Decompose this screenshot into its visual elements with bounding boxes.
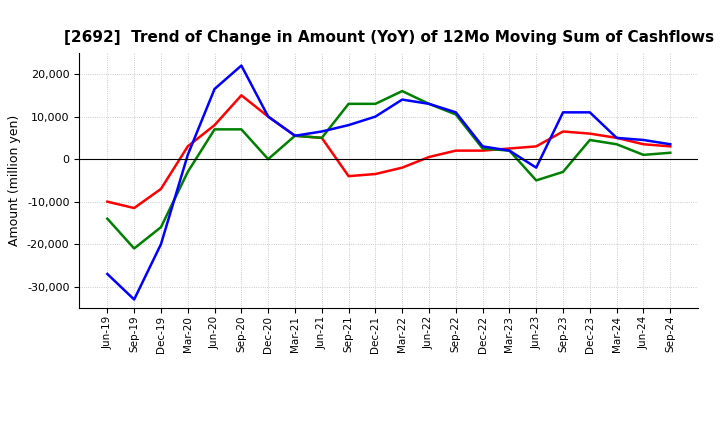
- Operating Cashflow: [666, 144, 675, 149]
- Investing Cashflow: [103, 216, 112, 221]
- Operating Cashflow: [210, 122, 219, 128]
- Operating Cashflow: [585, 131, 594, 136]
- Investing Cashflow: [666, 150, 675, 155]
- Investing Cashflow: [237, 127, 246, 132]
- Free Cashflow: [666, 142, 675, 147]
- Free Cashflow: [318, 129, 326, 134]
- Free Cashflow: [103, 271, 112, 277]
- Operating Cashflow: [639, 142, 648, 147]
- Free Cashflow: [532, 165, 541, 170]
- Investing Cashflow: [559, 169, 567, 175]
- Free Cashflow: [210, 86, 219, 92]
- Free Cashflow: [398, 97, 407, 102]
- Free Cashflow: [559, 110, 567, 115]
- Free Cashflow: [505, 148, 514, 153]
- Operating Cashflow: [264, 114, 272, 119]
- Operating Cashflow: [612, 135, 621, 140]
- Line: Free Cashflow: Free Cashflow: [107, 66, 670, 300]
- Free Cashflow: [371, 114, 379, 119]
- Free Cashflow: [237, 63, 246, 68]
- Investing Cashflow: [425, 101, 433, 106]
- Operating Cashflow: [344, 173, 353, 179]
- Investing Cashflow: [210, 127, 219, 132]
- Operating Cashflow: [505, 146, 514, 151]
- Free Cashflow: [612, 135, 621, 140]
- Investing Cashflow: [344, 101, 353, 106]
- Operating Cashflow: [130, 205, 138, 211]
- Line: Investing Cashflow: Investing Cashflow: [107, 91, 670, 249]
- Free Cashflow: [344, 122, 353, 128]
- Title: [2692]  Trend of Change in Amount (YoY) of 12Mo Moving Sum of Cashflows: [2692] Trend of Change in Amount (YoY) o…: [64, 29, 714, 45]
- Investing Cashflow: [451, 112, 460, 117]
- Investing Cashflow: [318, 135, 326, 140]
- Investing Cashflow: [532, 178, 541, 183]
- Operating Cashflow: [318, 135, 326, 140]
- Investing Cashflow: [585, 137, 594, 143]
- Operating Cashflow: [532, 144, 541, 149]
- Operating Cashflow: [398, 165, 407, 170]
- Operating Cashflow: [559, 129, 567, 134]
- Free Cashflow: [264, 114, 272, 119]
- Free Cashflow: [585, 110, 594, 115]
- Free Cashflow: [425, 101, 433, 106]
- Operating Cashflow: [237, 93, 246, 98]
- Investing Cashflow: [505, 148, 514, 153]
- Operating Cashflow: [157, 186, 166, 191]
- Operating Cashflow: [291, 133, 300, 139]
- Free Cashflow: [291, 133, 300, 139]
- Investing Cashflow: [264, 157, 272, 162]
- Free Cashflow: [184, 152, 192, 158]
- Operating Cashflow: [103, 199, 112, 204]
- Investing Cashflow: [478, 146, 487, 151]
- Line: Operating Cashflow: Operating Cashflow: [107, 95, 670, 208]
- Investing Cashflow: [371, 101, 379, 106]
- Investing Cashflow: [130, 246, 138, 251]
- Investing Cashflow: [612, 142, 621, 147]
- Free Cashflow: [451, 110, 460, 115]
- Operating Cashflow: [478, 148, 487, 153]
- Operating Cashflow: [371, 171, 379, 176]
- Free Cashflow: [478, 144, 487, 149]
- Y-axis label: Amount (million yen): Amount (million yen): [9, 115, 22, 246]
- Operating Cashflow: [451, 148, 460, 153]
- Investing Cashflow: [398, 88, 407, 94]
- Investing Cashflow: [157, 224, 166, 230]
- Free Cashflow: [639, 137, 648, 143]
- Operating Cashflow: [425, 154, 433, 160]
- Free Cashflow: [130, 297, 138, 302]
- Investing Cashflow: [291, 133, 300, 139]
- Operating Cashflow: [184, 144, 192, 149]
- Investing Cashflow: [184, 169, 192, 175]
- Investing Cashflow: [639, 152, 648, 158]
- Free Cashflow: [157, 242, 166, 247]
